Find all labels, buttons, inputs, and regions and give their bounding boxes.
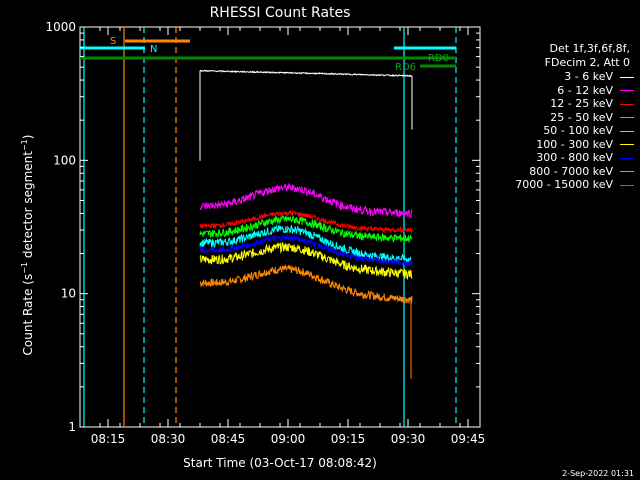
overlays: S N RD0 RD6 — [80, 27, 457, 427]
legend-swatch — [620, 130, 634, 132]
axes-layer: 1 10 100 1000 08:15 08:30 08:45 09:00 09:15 09:30… — [45, 20, 485, 446]
legend-entry: 6 - 12 keV — [557, 84, 634, 97]
legend-swatch — [620, 90, 634, 91]
series-line — [199, 233, 413, 267]
legend-swatch — [620, 157, 634, 159]
legend-label: 7000 - 15000 keV — [515, 178, 620, 191]
legend-swatch — [620, 144, 634, 145]
legend-label: 25 - 50 keV — [550, 110, 620, 124]
legend-entry: 300 - 800 keV — [536, 151, 634, 164]
x-tick-label: 09:45 — [451, 432, 486, 446]
footer-timestamp: 2-Sep-2022 01:31 — [562, 469, 634, 478]
y-axis-label: Count Rate (s−1 detector segment−1) — [20, 135, 35, 356]
legend-label: 800 - 7000 keV — [529, 164, 620, 178]
y-tick-label: 10 — [61, 287, 76, 301]
legend-entry: 3 - 6 keV — [564, 70, 634, 83]
legend-entry: 12 - 25 keV — [550, 97, 634, 110]
label-rd0: RD0 — [428, 53, 449, 64]
series-line — [199, 242, 413, 280]
legend-label: 50 - 100 keV — [543, 124, 620, 137]
y-tick-label: 100 — [53, 153, 76, 167]
legend-entry: 800 - 7000 keV — [529, 165, 634, 178]
series-layer — [199, 69, 413, 379]
x-tick-label: 09:00 — [271, 432, 306, 446]
legend-label: 300 - 800 keV — [536, 151, 620, 164]
legend-label: 100 - 300 keV — [536, 137, 620, 151]
x-tick-label: 08:15 — [91, 432, 126, 446]
legend-header: FDecim 2, Att 0 — [544, 56, 630, 69]
label-rd6: RD6 — [395, 62, 416, 73]
legend-header: Det 1f,3f,6f,8f, — [549, 42, 630, 55]
x-tick-label: 09:30 — [391, 432, 426, 446]
legend-label: 6 - 12 keV — [557, 83, 620, 97]
x-tick-label: 08:45 — [211, 432, 246, 446]
label-n: N — [150, 44, 157, 55]
x-axis-label: Start Time (03-Oct-17 08:08:42) — [183, 456, 377, 470]
legend-swatch — [620, 184, 634, 186]
y-tick-label: 1000 — [45, 20, 76, 34]
legend-label: 3 - 6 keV — [564, 70, 620, 83]
series-line — [199, 223, 413, 264]
series-line — [199, 264, 413, 304]
legend-swatch — [620, 117, 634, 118]
x-tick-label: 09:15 — [331, 432, 366, 446]
x-tick-label: 08:30 — [151, 432, 186, 446]
legend-entry: 25 - 50 keV — [550, 111, 634, 124]
legend-entry: 100 - 300 keV — [536, 138, 634, 151]
legend-entry: 50 - 100 keV — [543, 124, 634, 137]
legend-swatch — [620, 76, 634, 78]
series-line — [199, 69, 413, 78]
legend-entry: 7000 - 15000 keV — [515, 178, 634, 191]
legend-label: 12 - 25 keV — [550, 97, 620, 110]
legend-swatch — [620, 171, 634, 172]
y-tick-label: 1 — [68, 420, 76, 434]
chart-title: RHESSI Count Rates — [210, 5, 351, 21]
svg-text:Count Rate (s−1 detector segme: Count Rate (s−1 detector segment−1) — [20, 135, 35, 356]
series-line — [199, 209, 413, 234]
label-s: S — [110, 36, 116, 47]
series-line — [199, 182, 413, 219]
legend-swatch — [620, 103, 634, 105]
series-line — [199, 214, 413, 243]
